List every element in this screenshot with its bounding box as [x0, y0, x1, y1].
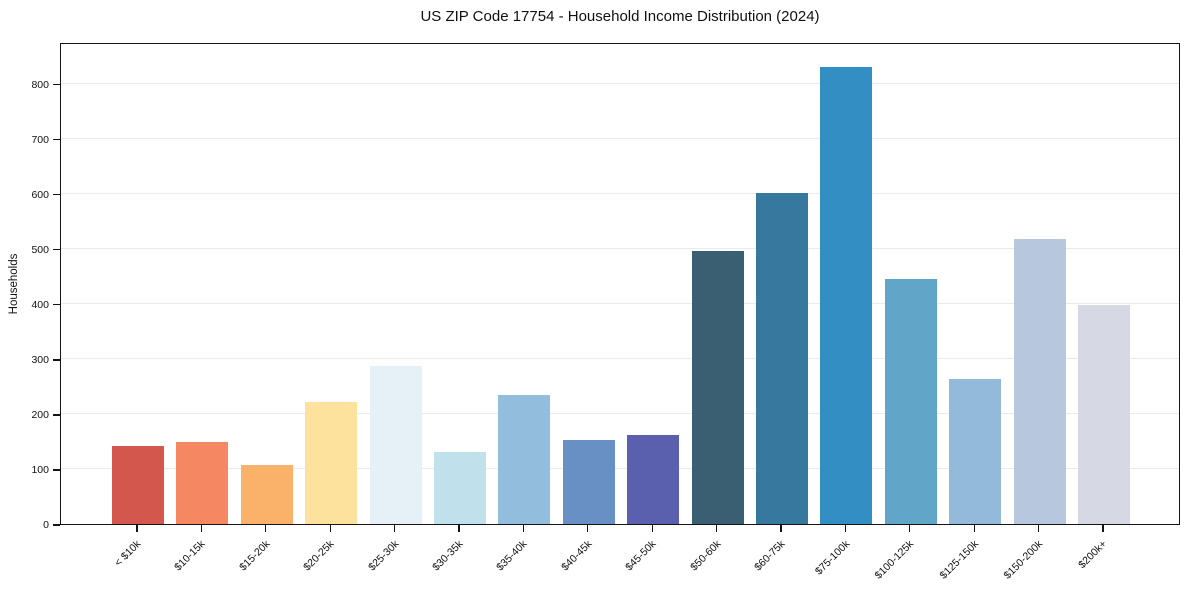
gridline	[61, 302, 1179, 304]
x-tick-label: $150-200k	[1001, 538, 1046, 582]
bar	[627, 435, 680, 524]
y-tick-mark	[53, 249, 60, 251]
gridline	[61, 357, 1179, 359]
y-tick-mark	[53, 469, 60, 471]
bar	[949, 378, 1002, 524]
x-tick-label: $100-125k	[872, 538, 917, 582]
x-tick-mark	[200, 525, 202, 532]
gridline	[61, 412, 1179, 414]
bar	[176, 442, 229, 524]
x-tick-label: $15-20k	[236, 538, 273, 574]
bar	[820, 66, 873, 524]
x-tick-mark	[716, 525, 718, 532]
x-tick-mark	[1038, 525, 1040, 532]
x-tick-label: $40-45k	[558, 538, 595, 574]
x-tick-mark	[394, 525, 396, 532]
bar	[498, 394, 551, 524]
bar	[1013, 238, 1066, 524]
y-tick-label: 400	[31, 298, 49, 311]
x-tick-mark	[522, 525, 524, 532]
x-tick-label: $10-15k	[172, 538, 208, 574]
y-tick-mark	[53, 304, 60, 306]
bar	[691, 250, 744, 524]
y-tick-mark	[53, 139, 60, 141]
gridline	[61, 192, 1179, 194]
x-tick-label: $200k+	[1076, 538, 1110, 572]
x-tick-label: $20-25k	[301, 538, 337, 574]
x-tick-mark	[136, 525, 138, 532]
bar	[434, 452, 486, 524]
y-tick-label: 500	[31, 243, 49, 256]
x-tick-mark	[909, 525, 911, 532]
y-tick-mark	[53, 194, 60, 196]
y-tick-mark	[53, 414, 60, 416]
bar	[369, 366, 422, 524]
y-tick-mark	[53, 359, 60, 361]
x-tick-mark	[780, 525, 782, 532]
x-tick-mark	[1102, 525, 1104, 532]
bar	[562, 440, 615, 524]
x-tick-label: $75-100k	[812, 538, 852, 578]
y-tick-label: 200	[31, 408, 49, 421]
bar	[884, 278, 937, 524]
y-tick-label: 800	[31, 78, 49, 91]
chart-title: US ZIP Code 17754 - Household Income Dis…	[420, 8, 820, 25]
x-tick-mark	[587, 525, 589, 532]
gridline	[61, 247, 1179, 249]
x-tick-mark	[651, 525, 653, 532]
x-tick-mark	[329, 525, 331, 532]
y-tick-label: 100	[31, 463, 49, 476]
gridline	[61, 82, 1179, 84]
y-tick-mark	[53, 524, 60, 526]
bar	[240, 464, 293, 524]
y-tick-label: 0	[43, 519, 49, 531]
x-tick-label: $30-35k	[430, 538, 466, 574]
plot-area	[60, 43, 1180, 525]
gridline	[61, 467, 1179, 469]
gridline	[61, 137, 1179, 139]
x-tick-label: $50-60k	[687, 538, 724, 574]
y-tick-label: 700	[31, 133, 49, 146]
bar	[112, 446, 164, 524]
x-tick-mark	[265, 525, 267, 532]
x-tick-mark	[973, 525, 975, 532]
y-tick-label: 600	[31, 188, 49, 201]
x-tick-label: $125-150k	[937, 538, 981, 582]
x-tick-label: $25-30k	[365, 538, 402, 574]
x-tick-mark	[844, 525, 846, 532]
bar	[756, 193, 808, 524]
x-tick-label: $35-40k	[494, 538, 530, 574]
y-axis-label: Households	[8, 253, 20, 315]
x-tick-mark	[458, 525, 460, 532]
y-tick-mark	[53, 84, 60, 86]
bar	[305, 401, 358, 524]
bar	[1078, 305, 1130, 524]
x-tick-label: $60-75k	[752, 538, 788, 574]
x-tick-label: < $10k	[112, 538, 144, 569]
x-tick-label: $45-50k	[623, 538, 659, 574]
y-tick-label: 300	[31, 353, 49, 366]
